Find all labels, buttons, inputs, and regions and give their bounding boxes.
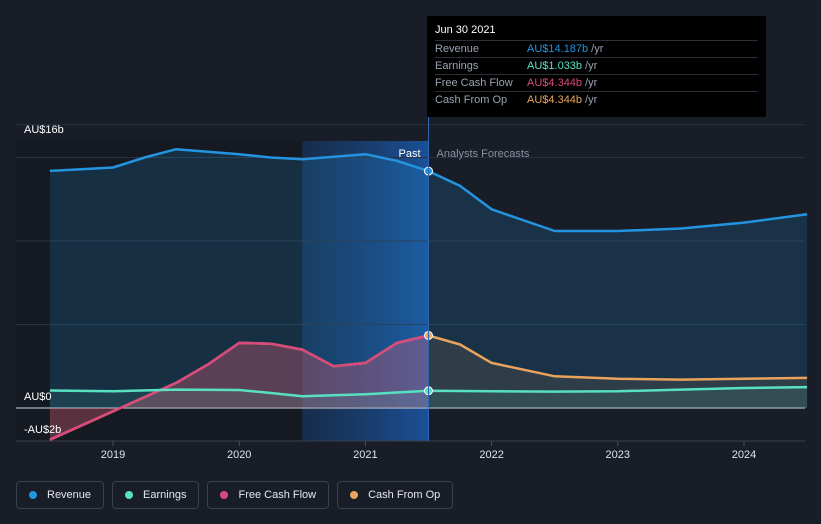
legend-dot-icon [220, 491, 229, 499]
y-label-bottom: -AU$2b [24, 424, 61, 436]
tooltip-label: Revenue [435, 43, 480, 55]
tooltip-row-earnings: Earnings AU$1.033b /yr [435, 57, 758, 74]
legend-label: Cash From Op [368, 489, 441, 501]
y-label-top: AU$16b [24, 124, 64, 136]
legend-label: Earnings [143, 489, 187, 501]
legend-dot-icon [350, 491, 359, 499]
earnings-line [49, 385, 808, 398]
forecast-label: Analysts Forecasts [437, 148, 530, 160]
chart-legend: Revenue Earnings Free Cash Flow Cash Fro… [16, 481, 454, 509]
tooltip-value: AU$4.344b [527, 94, 583, 106]
legend-label: Free Cash Flow [238, 489, 317, 501]
free-cash-flow-area [49, 335, 429, 440]
tooltip-value: AU$4.344b [527, 77, 583, 89]
legend-item-revenue[interactable]: Revenue [16, 481, 105, 509]
tooltip-unit: /yr [585, 60, 598, 72]
tooltip-unit: /yr [591, 43, 604, 55]
x-tick-label: 2022 [479, 449, 503, 461]
legend-dot-icon [125, 491, 134, 499]
legend-item-free-cash-flow[interactable]: Free Cash Flow [207, 481, 330, 509]
tooltip-unit: /yr [585, 77, 598, 89]
hover-tooltip: Jun 30 2021 Revenue AU$14.187b /yr Earni… [427, 16, 766, 117]
legend-item-earnings[interactable]: Earnings [112, 481, 200, 509]
tooltip-value: AU$14.187b [527, 43, 589, 55]
past-label: Past [398, 148, 420, 160]
x-tick-label: 2020 [227, 449, 251, 461]
tooltip-label: Free Cash Flow [435, 77, 513, 89]
free-cash-flow-line [49, 334, 429, 441]
tooltip-row-revenue: Revenue AU$14.187b /yr [435, 40, 758, 57]
tooltip-row-cash-from-op: Cash From Op AU$4.344b /yr [435, 91, 758, 108]
x-tick-label: 2023 [606, 449, 630, 461]
tooltip-label: Earnings [435, 60, 479, 72]
x-tick-label: 2021 [353, 449, 377, 461]
y-label-zero: AU$0 [24, 391, 52, 403]
tooltip-row-free-cash-flow: Free Cash Flow AU$4.344b /yr [435, 74, 758, 91]
tooltip-date: Jun 30 2021 [435, 24, 496, 36]
x-tick-label: 2024 [732, 449, 756, 461]
tooltip-unit: /yr [585, 94, 598, 106]
x-tick-label: 2019 [101, 449, 125, 461]
tooltip-label: Cash From Op [435, 94, 508, 106]
tooltip-value: AU$1.033b [527, 60, 583, 72]
financial-chart: Past Analysts Forecasts AU$16b AU$0 -AU$2b 20… [16, 117, 808, 461]
legend-label: Revenue [47, 489, 92, 501]
legend-item-cash-from-op[interactable]: Cash From Op [337, 481, 454, 509]
legend-dot-icon [29, 491, 37, 499]
revenue-line [49, 147, 808, 233]
